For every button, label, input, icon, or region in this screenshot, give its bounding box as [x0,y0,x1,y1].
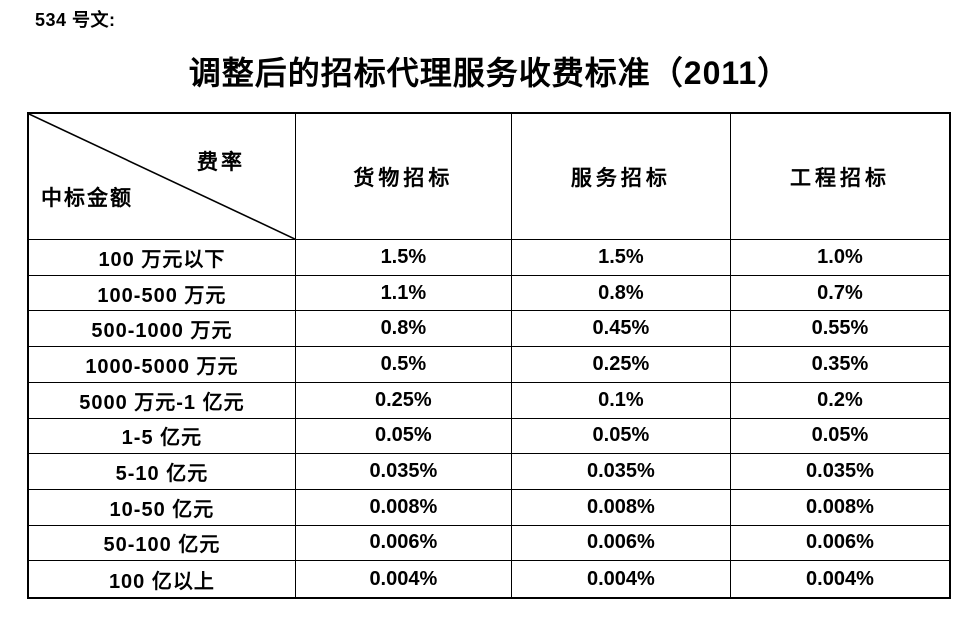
rate-cell-engineering: 1.0% [730,240,949,276]
rate-cell-engineering: 0.035% [730,454,949,490]
row-label-amount: 100 万元以下 [29,240,296,276]
rate-cell-service: 0.008% [511,489,731,526]
column-header-goods-bidding: 货物招标 [295,114,512,240]
row-label-amount: 5-10 亿元 [29,454,296,490]
rate-cell-goods: 0.004% [296,561,512,597]
rate-cell-engineering: 0.004% [806,567,874,590]
rate-cell-service: 0.035% [511,454,731,490]
rate-cell-goods: 0.5% [295,347,512,383]
rate-cell-engineering: 0.35% [730,347,949,383]
row-label-amount: 10-50 亿元 [29,489,296,526]
page-title: 调整后的招标代理服务收费标准（2011） [188,55,791,91]
rate-cell-service: 0.45% [511,311,731,348]
rate-cell-engineering: 0.2% [730,383,949,419]
rate-cell-engineering: 0.05% [730,419,949,455]
column-header-service-bidding: 服务招标 [511,114,731,240]
rate-cell-goods: 0.8% [295,311,512,348]
row-label-amount: 50-100 亿元 [29,525,296,562]
row-label-amount: 1-5 亿元 [29,418,296,455]
rate-cell-engineering: 0.006% [730,526,949,562]
rate-cell-service: 0.006% [511,525,731,562]
row-label-amount: 500-1000 万元 [29,311,296,348]
table-corner-cell: 费率 中标金额 [29,114,296,240]
row-label-amount: 100 亿以上 [29,561,296,597]
rate-cell-service: 0.8% [511,275,731,312]
fee-table: 费率 中标金额 货物招标 服务招标 工程招标 100 万元以下 1.5% 1.5… [27,112,951,599]
corner-label-amount: 中标金额 [41,187,133,210]
rate-cell-goods: 0.008% [295,489,512,526]
rate-cell-service: 0.004% [512,561,731,597]
rate-cell-engineering: 0.7% [730,276,949,312]
rate-cell-goods: 0.006% [295,525,512,562]
column-header-engineering-bidding: 工程招标 [730,114,949,240]
rate-cell-service: 0.1% [511,382,731,419]
rate-cell-goods: 1.5% [295,240,512,276]
rate-cell-service: 0.25% [511,347,731,383]
row-label-amount: 100-500 万元 [29,275,296,312]
rate-cell-engineering: 0.008% [730,490,949,526]
rate-cell-goods: 0.035% [295,454,512,490]
doc-number: 534 号文: [35,10,116,30]
row-label-amount: 5000 万元-1 亿元 [29,382,296,419]
corner-label-rate: 费率 [197,151,245,174]
rate-cell-service: 0.05% [511,418,731,455]
rate-cell-goods: 0.25% [295,382,512,419]
diagonal-divider-line [29,114,295,239]
rate-cell-service: 1.5% [511,240,731,276]
rate-cell-goods: 1.1% [295,275,512,312]
rate-cell-goods: 0.05% [295,418,512,455]
row-label-amount: 1000-5000 万元 [29,347,296,383]
rate-cell-engineering: 0.55% [730,311,949,348]
